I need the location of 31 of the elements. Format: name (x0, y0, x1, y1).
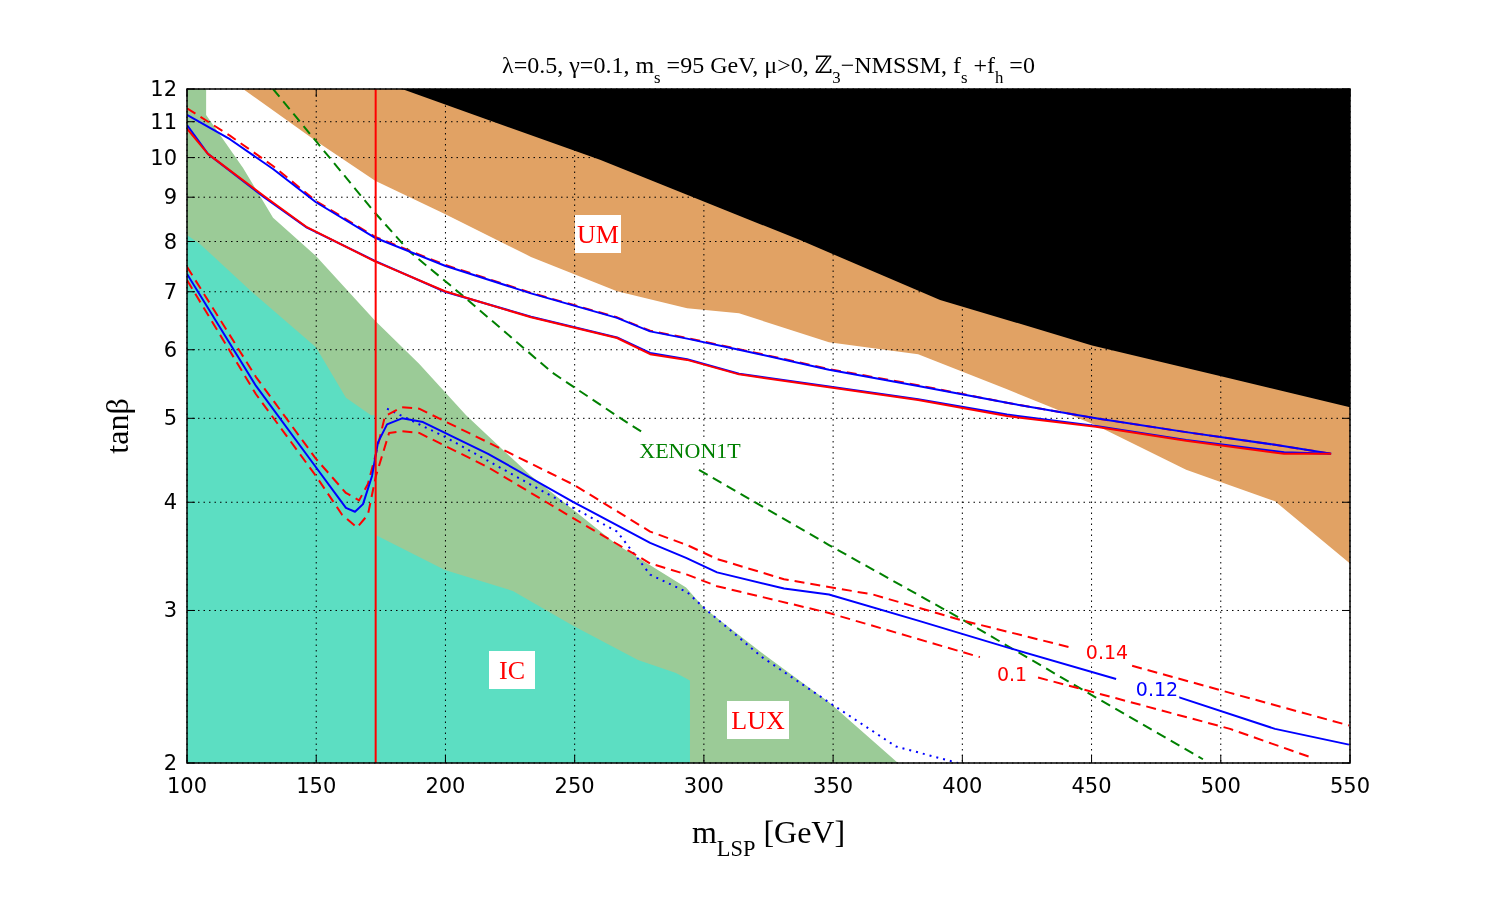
y-tick-label: 12 (150, 77, 177, 101)
y-tick-label: 4 (163, 490, 177, 515)
y-axis-title: tanβ (99, 398, 135, 454)
x-tick-label: 200 (425, 774, 466, 798)
y-tick-label: 5 (163, 406, 177, 431)
annotation: XENON1T (639, 437, 742, 463)
y-tick-label: 9 (163, 185, 177, 210)
x-tick-label: 300 (683, 774, 724, 798)
x-tick-label: 450 (1071, 774, 1112, 798)
annotation: IC (499, 655, 525, 685)
x-tick-label: 550 (1329, 774, 1371, 798)
y-tick-label: 7 (163, 279, 177, 304)
x-tick-label: 350 (813, 774, 854, 798)
y-tick-label: 11 (150, 109, 177, 134)
y-tick-label: 10 (150, 145, 177, 170)
annotation: UM (577, 219, 619, 249)
y-tick-label: 2 (163, 751, 177, 775)
x-axis-title: m$_{LSP}$ [GeV] (691, 814, 846, 861)
chart-title: λ=0.5, γ=0.1, m$_{s}$ =95 GeV, μ>0, ℤ$_{3}$−NMSSM, f$_{s}$ +f$_{h}$ =0 (502, 52, 1035, 87)
y-tick-label: 8 (163, 229, 177, 254)
annotation: 0.1 (996, 663, 1028, 685)
x-tick-label: 250 (554, 774, 595, 798)
x-tick-label: 500 (1200, 774, 1241, 798)
annotation: 0.14 (1085, 641, 1129, 663)
annotation: 0.12 (1135, 678, 1179, 700)
x-tick-label: 400 (942, 774, 983, 798)
annotation: LUX (731, 705, 785, 735)
y-tick-label: 6 (163, 337, 177, 362)
x-tick-label: 100 (166, 774, 208, 798)
x-tick-label: 150 (296, 774, 337, 798)
y-tick-label: 3 (163, 598, 177, 623)
